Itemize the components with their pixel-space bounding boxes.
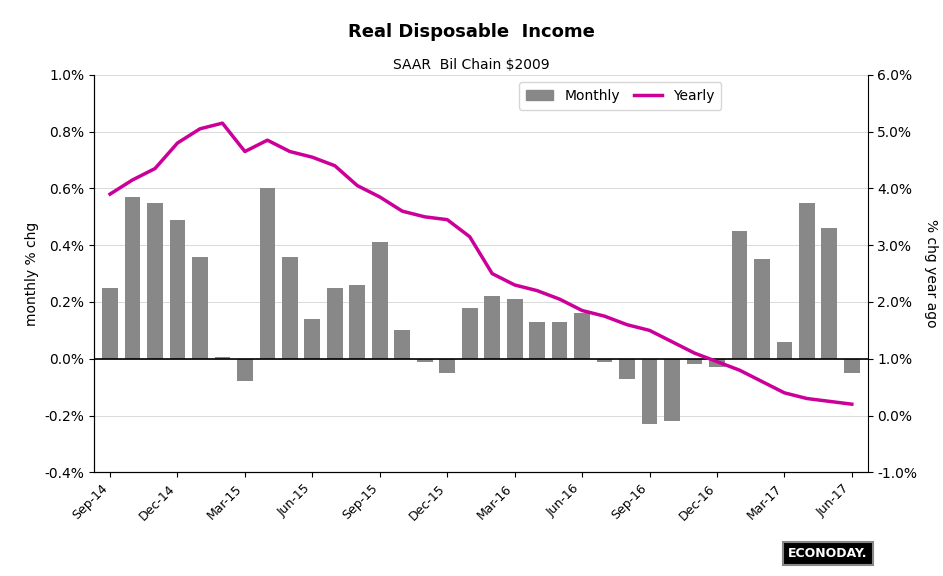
Bar <box>102 288 118 359</box>
Bar <box>305 319 321 359</box>
Bar <box>529 322 545 359</box>
Bar <box>574 313 590 359</box>
Bar <box>821 228 837 359</box>
Bar <box>776 342 792 359</box>
Bar <box>620 359 635 378</box>
Bar <box>844 359 860 373</box>
Bar <box>439 359 455 373</box>
Y-axis label: % chg year ago: % chg year ago <box>924 219 938 328</box>
Bar <box>664 359 680 421</box>
Bar <box>799 203 815 359</box>
Bar <box>597 359 612 362</box>
Bar <box>147 203 163 359</box>
Legend: Monthly, Yearly: Monthly, Yearly <box>519 82 721 109</box>
Text: Real Disposable  Income: Real Disposable Income <box>348 23 595 41</box>
Text: ECONODAY.: ECONODAY. <box>788 547 868 560</box>
Bar <box>641 359 657 424</box>
Bar <box>394 331 410 359</box>
Bar <box>372 242 388 359</box>
Bar <box>732 231 747 359</box>
Bar <box>687 359 703 365</box>
Bar <box>417 359 433 362</box>
Bar <box>506 299 522 359</box>
Bar <box>350 285 365 359</box>
Bar <box>259 188 275 359</box>
Bar <box>192 256 207 359</box>
Bar <box>709 359 725 367</box>
Text: SAAR  Bil Chain $2009: SAAR Bil Chain $2009 <box>393 58 550 71</box>
Bar <box>552 322 568 359</box>
Y-axis label: monthly % chg: monthly % chg <box>25 222 40 325</box>
Bar <box>124 197 141 359</box>
Bar <box>282 256 298 359</box>
Bar <box>170 219 186 359</box>
Bar <box>462 308 477 359</box>
Bar <box>754 259 769 359</box>
Bar <box>215 357 230 359</box>
Bar <box>485 296 500 359</box>
Bar <box>327 288 342 359</box>
Bar <box>237 359 253 381</box>
